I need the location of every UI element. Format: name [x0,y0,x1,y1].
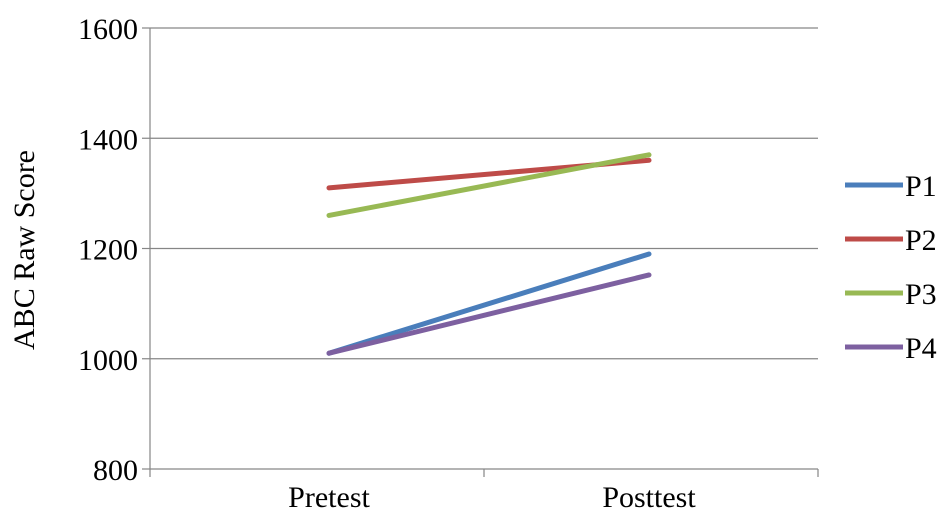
legend: P1 P2 P3 P4 [845,170,937,365]
axes: 800 1000 1200 1400 1600 Pretest Posttest [78,13,819,512]
series-line-p1 [326,251,652,356]
y-axis-title: ABC Raw Score [8,150,41,350]
legend-label-p3: P3 [905,278,937,311]
legend-label-p4: P4 [905,332,937,365]
y-tick-label-800: 800 [93,454,138,487]
legend-label-p1: P1 [905,170,937,203]
series-line-p4 [326,272,652,356]
legend-label-p2: P2 [905,224,937,257]
gridlines [150,27,818,470]
y-tick-label-1600: 1600 [78,13,138,46]
series-lines [326,152,652,356]
x-tick-label-posttest: Posttest [602,481,696,512]
series-line-p3 [326,152,652,218]
y-tick-label-1200: 1200 [78,234,138,267]
y-tick-label-1400: 1400 [78,123,138,156]
x-tick-label-pretest: Pretest [288,481,370,512]
y-tick-label-1000: 1000 [78,344,138,377]
